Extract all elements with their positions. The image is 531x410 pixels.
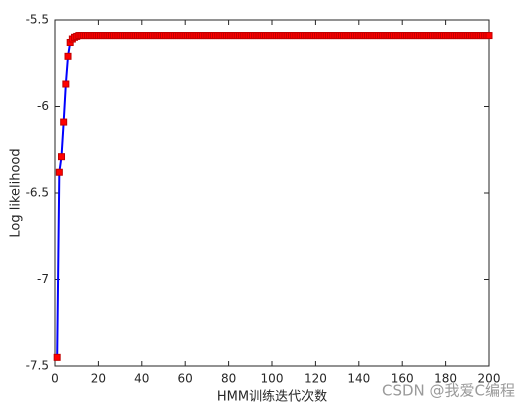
marker [62, 80, 70, 88]
x-tick-label: 140 [347, 372, 370, 386]
x-tick-label: 200 [478, 372, 501, 386]
marker [53, 353, 61, 361]
y-tick-label: -7.5 [26, 359, 49, 373]
x-tick-label: 40 [134, 372, 149, 386]
x-tick-label: 180 [434, 372, 457, 386]
y-tick-label: -6 [37, 99, 49, 113]
x-axis-label: HMM训练迭代次数 [217, 389, 327, 405]
x-tick-label: 60 [178, 372, 193, 386]
y-tick-label: -5.5 [26, 13, 49, 27]
y-axis-label: Log likelihood [9, 148, 24, 237]
plot-box [54, 19, 490, 367]
x-tick-label: 120 [304, 372, 327, 386]
marker [485, 32, 493, 40]
x-tick-label: 160 [391, 372, 414, 386]
y-tick-label: -6.5 [26, 186, 49, 200]
x-tick-label: 20 [91, 372, 106, 386]
watermark: CSDN @我爱C编程 [382, 382, 515, 400]
marker [64, 52, 72, 60]
x-tick-label: 100 [261, 372, 284, 386]
x-tick-label: 80 [221, 372, 236, 386]
marker [58, 153, 66, 161]
marker [60, 118, 68, 126]
x-tick-label: 0 [51, 372, 59, 386]
marker [55, 168, 63, 176]
y-tick-label: -7 [37, 272, 49, 286]
data-line [56, 34, 489, 358]
